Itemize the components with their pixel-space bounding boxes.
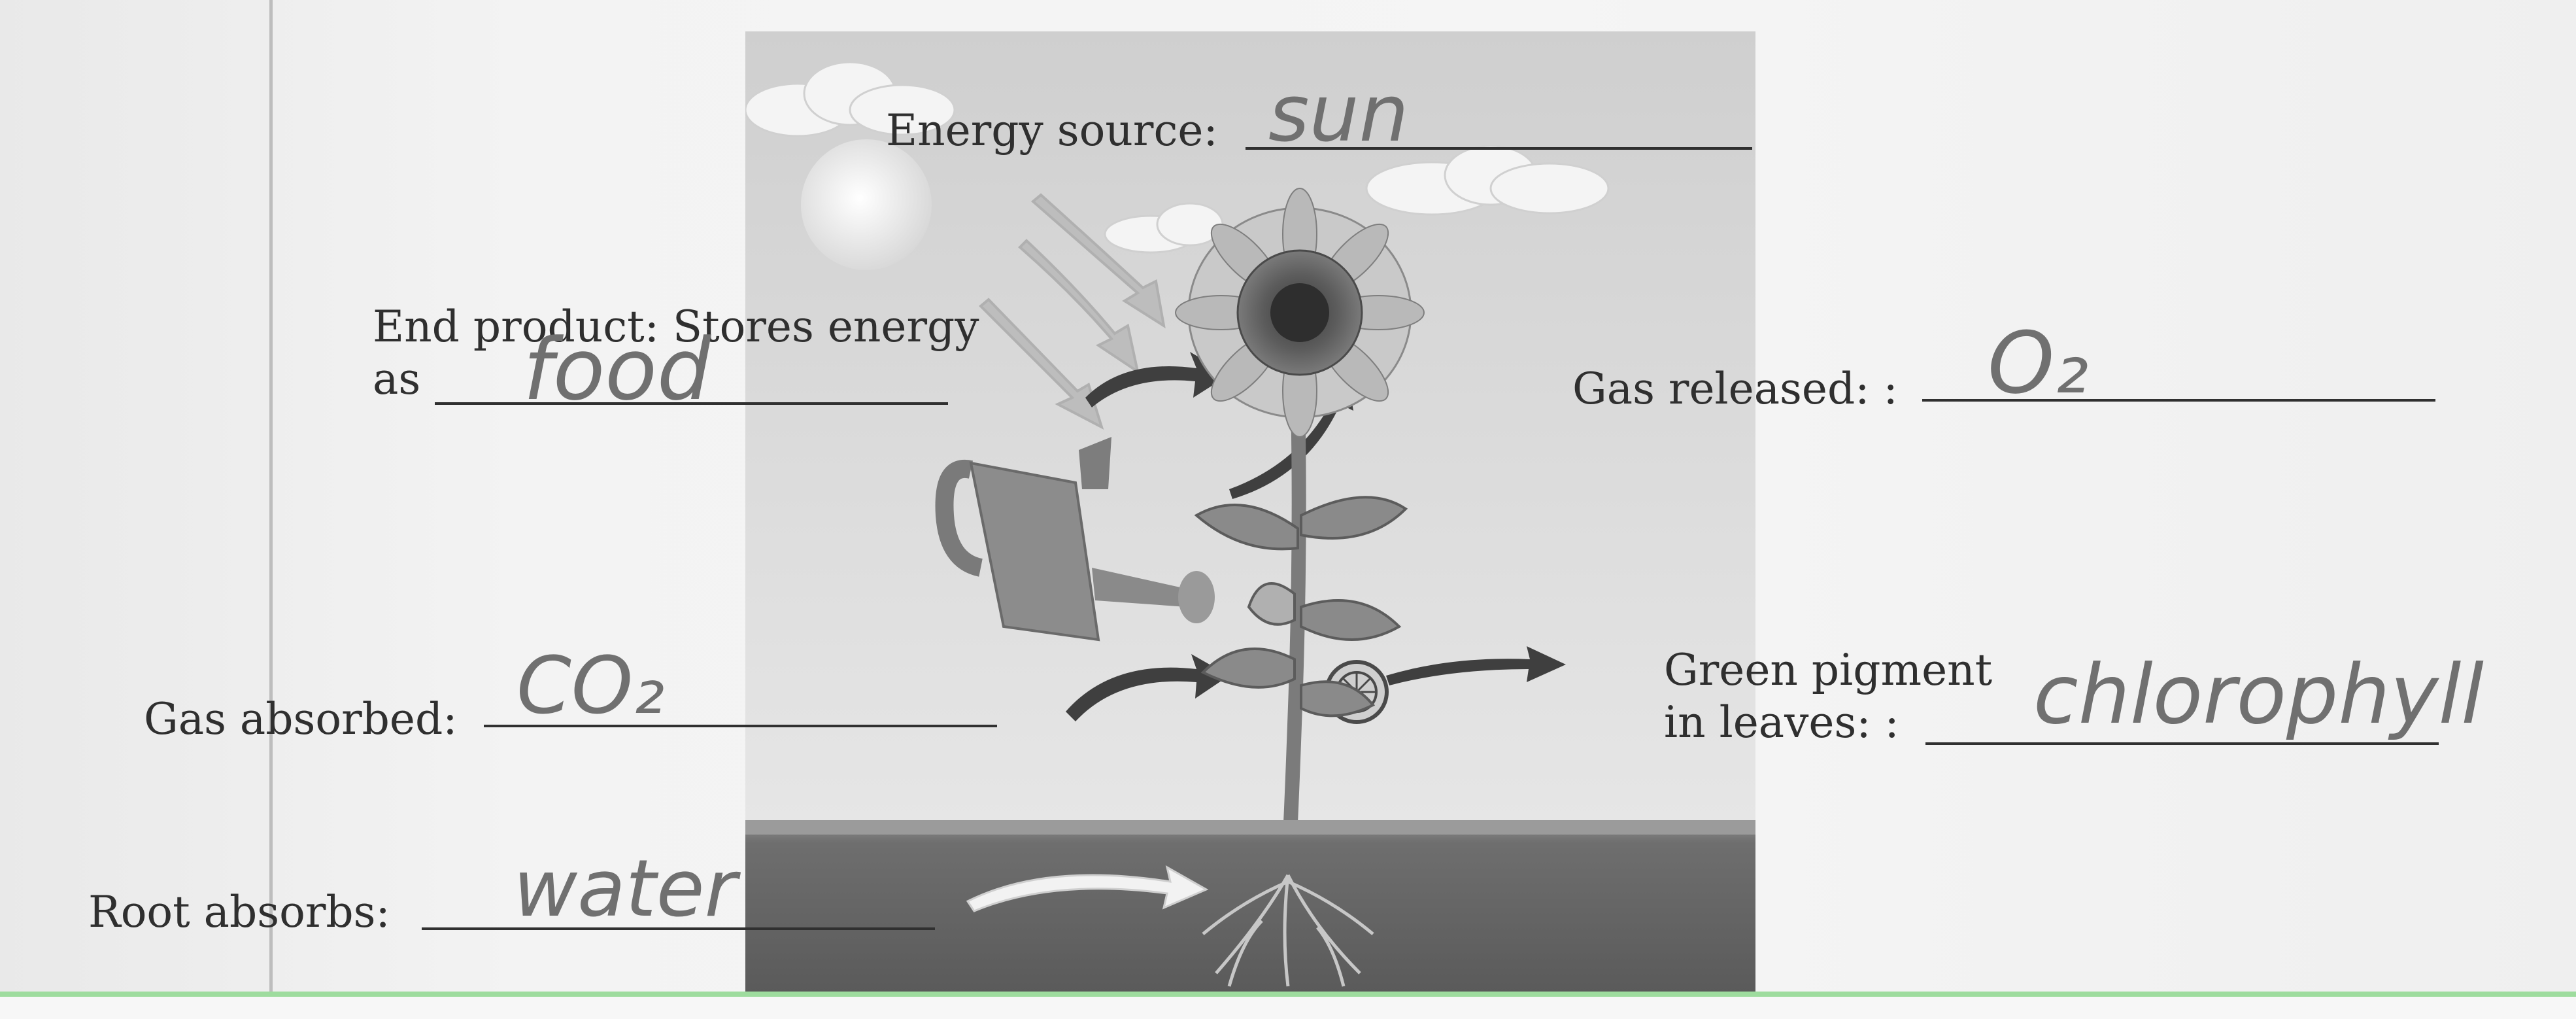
plant-roots — [1202, 874, 1374, 987]
gas-absorbed-answer: CO₂ — [517, 641, 665, 732]
gas-released-answer: O₂ — [1988, 313, 2089, 413]
root-absorbs-blank[interactable] — [422, 927, 935, 930]
plant-leaves — [1194, 496, 1408, 717]
watering-can-icon — [935, 437, 1215, 642]
arrow-water-icon — [966, 865, 1209, 912]
arrow-into-flower-icon — [1085, 352, 1229, 407]
page-margin-line — [269, 0, 273, 1019]
soil-surface — [745, 820, 1755, 835]
cloud-middle — [1104, 202, 1224, 254]
gas-released-label: Gas released: : — [1572, 364, 1898, 414]
end-product-blank[interactable] — [435, 402, 948, 405]
sun-icon — [801, 139, 932, 270]
energy-source-blank[interactable] — [1246, 147, 1752, 150]
green-pigment-answer: chlorophyll — [2033, 648, 2484, 742]
end-product-answer: food — [523, 320, 711, 419]
sunflower-photosynthesis-diagram — [745, 31, 1755, 994]
end-product-label: End product: Stores energy as — [373, 302, 979, 404]
page-bottom-strip — [0, 997, 2576, 1019]
sunflower-head — [1175, 188, 1425, 438]
cloud-top-right — [1365, 145, 1610, 216]
root-absorbs-answer: water — [513, 844, 737, 935]
gas-absorbed-label: Gas absorbed: — [144, 694, 458, 744]
gas-released-blank[interactable] — [1922, 399, 2435, 402]
cloud-top-left — [745, 61, 956, 137]
root-absorbs-label: Root absorbs: — [88, 887, 390, 937]
sunlight-arrows — [979, 193, 1166, 430]
page-bottom-rule — [0, 992, 2576, 997]
energy-source-label: Energy source: — [886, 105, 1218, 156]
green-pigment-label: Green pigment in leaves: : — [1664, 645, 1993, 748]
gas-absorbed-blank[interactable] — [484, 725, 997, 727]
green-pigment-blank[interactable] — [1925, 742, 2439, 745]
arrow-chlorophyll-icon — [1386, 646, 1566, 685]
energy-source-answer: sun — [1268, 69, 1409, 160]
soil-ground — [745, 823, 1755, 994]
arrow-gas-absorbed-icon — [1066, 654, 1229, 721]
